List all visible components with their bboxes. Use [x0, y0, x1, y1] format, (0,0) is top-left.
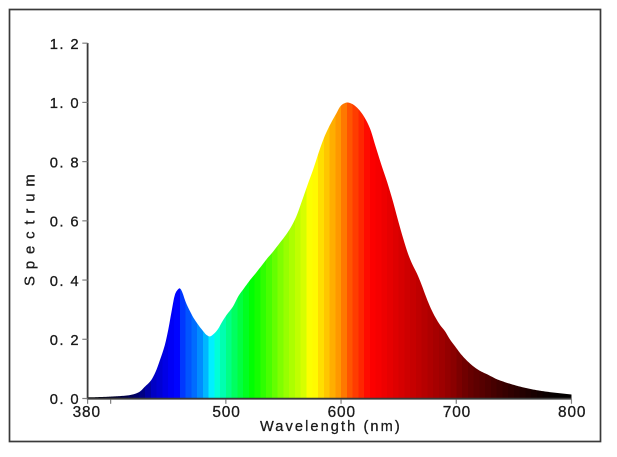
svg-text:600: 600: [328, 404, 356, 421]
svg-text:800: 800: [558, 404, 586, 421]
svg-text:380: 380: [73, 404, 101, 421]
svg-text:0. 4: 0. 4: [50, 274, 80, 290]
svg-text:Wavelength (nm): Wavelength (nm): [260, 419, 402, 435]
svg-text:0. 2: 0. 2: [50, 333, 80, 349]
svg-text:0. 0: 0. 0: [50, 392, 80, 408]
svg-text:500: 500: [212, 404, 240, 421]
svg-text:0. 6: 0. 6: [50, 215, 80, 231]
svg-text:1. 0: 1. 0: [50, 96, 80, 112]
svg-text:1. 2: 1. 2: [50, 37, 80, 53]
svg-text:0. 8: 0. 8: [50, 155, 80, 171]
svg-text:700: 700: [443, 404, 471, 421]
svg-text:Spectrum: Spectrum: [23, 167, 39, 286]
